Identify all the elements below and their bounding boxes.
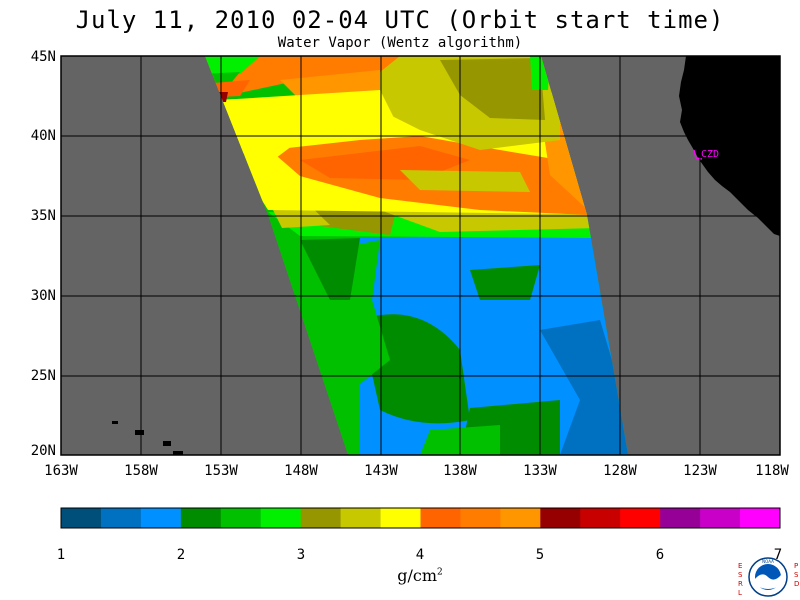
colorbar-cell [460,508,501,528]
colorbar-label-4: 4 [415,547,425,563]
colorbar [61,508,781,528]
colorbar-label-5: 5 [535,547,545,563]
colorbar-cell [300,508,342,528]
unit-superscript: 2 [437,567,443,578]
lon-label-143w: 143W [364,463,398,479]
lon-label-123w: 123W [683,463,717,479]
map-grid [61,56,780,455]
lat-label-45n: 45N [30,49,56,65]
colorbar-cell [340,508,382,528]
lon-label-128w: 128W [603,463,637,479]
lat-label-40n: 40N [30,128,56,144]
colorbar-cell [220,508,262,528]
colorbar-cell [260,508,302,528]
map-title: July 11, 2010 02-04 UTC (Orbit start tim… [75,6,725,34]
lat-label-35n: 35N [30,208,56,224]
colorbar-cell [180,508,222,528]
lon-label-133w: 133W [523,463,557,479]
colorbar-cell [740,508,781,528]
unit-text: g/cm [397,566,438,585]
colorbar-cell [620,508,661,528]
lat-label-30n: 30N [30,288,56,304]
colorbar-cell [61,508,102,528]
lon-label-153w: 153W [204,463,238,479]
lon-label-138w: 138W [443,463,477,479]
land-north-america [679,56,780,236]
colorbar-cell [580,508,621,528]
colorbar-cell [140,508,182,528]
lon-label-158w: 158W [124,463,158,479]
lat-label-20n: 20N [30,443,56,459]
colorbar-cell [660,508,701,528]
colorbar-label-2: 2 [176,547,186,563]
colorbar-cell [100,508,142,528]
colorbar-cell [420,508,461,528]
colorbar-cell [700,508,741,528]
map-frame [60,55,781,456]
colorbar-cell [380,508,421,528]
colorbar-cell [540,508,581,528]
lon-label-148w: 148W [284,463,318,479]
lat-label-25n: 25N [30,368,56,384]
colorbar-label-3: 3 [296,547,306,563]
logo-center-text: NOAA [762,559,774,564]
lon-label-118w: 118W [755,463,789,479]
station-label: CZD [701,149,719,160]
colorbar-label-7: 7 [773,547,783,563]
colorbar-label-1: 1 [56,547,66,563]
colorbar-cell [500,508,541,528]
colorbar-label-6: 6 [655,547,665,563]
map-subtitle: Water Vapor (Wentz algorithm) [277,35,523,51]
unit-label: g/cm2 [380,566,460,585]
hawaii-islands [112,421,183,455]
lon-label-163w: 163W [44,463,78,479]
colorbar-frame [60,507,781,529]
